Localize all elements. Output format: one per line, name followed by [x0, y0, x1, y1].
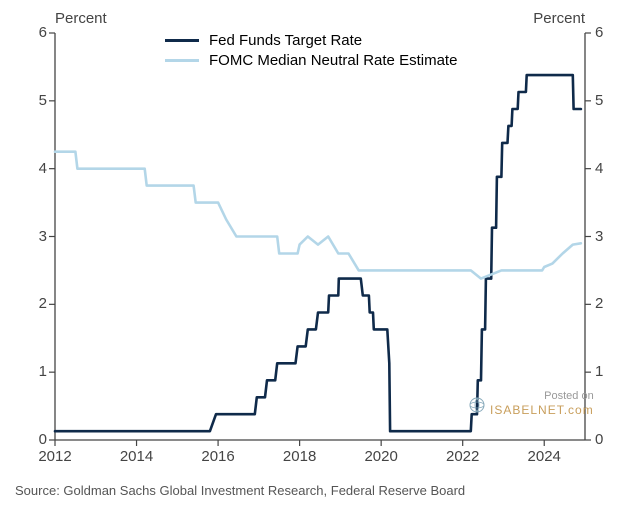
legend-swatch-1	[165, 59, 199, 62]
y-tick-right: 1	[595, 363, 635, 380]
watermark-site: ISABELNET.com	[490, 403, 594, 417]
legend-item-0: Fed Funds Target Rate	[165, 30, 457, 50]
source-text: Source: Goldman Sachs Global Investment …	[15, 483, 465, 498]
x-tick: 2020	[356, 448, 406, 465]
legend-label-1: FOMC Median Neutral Rate Estimate	[209, 52, 457, 69]
plot-area	[0, 0, 640, 510]
y-tick-right: 0	[595, 431, 635, 448]
y-tick-right: 3	[595, 228, 635, 245]
x-tick: 2024	[519, 448, 569, 465]
y-tick-left: 2	[7, 295, 47, 312]
y-tick-left: 5	[7, 92, 47, 109]
globe-icon	[468, 396, 486, 414]
y-tick-left: 1	[7, 363, 47, 380]
chart-container: Percent Percent 001122334455662012201420…	[0, 0, 640, 510]
y-tick-right: 5	[595, 92, 635, 109]
x-tick: 2018	[275, 448, 325, 465]
x-tick: 2012	[30, 448, 80, 465]
legend-swatch-0	[165, 39, 199, 42]
y-tick-right: 6	[595, 24, 635, 41]
series-0	[55, 75, 581, 431]
y-tick-left: 0	[7, 431, 47, 448]
watermark: Posted on ISABELNET.com	[490, 390, 594, 418]
legend-label-0: Fed Funds Target Rate	[209, 32, 362, 49]
legend: Fed Funds Target Rate FOMC Median Neutra…	[165, 30, 457, 70]
y-tick-right: 2	[595, 295, 635, 312]
watermark-posted: Posted on	[544, 390, 594, 402]
y-tick-left: 6	[7, 24, 47, 41]
x-tick: 2022	[438, 448, 488, 465]
x-tick: 2016	[193, 448, 243, 465]
x-tick: 2014	[112, 448, 162, 465]
y-tick-left: 4	[7, 160, 47, 177]
y-tick-right: 4	[595, 160, 635, 177]
legend-item-1: FOMC Median Neutral Rate Estimate	[165, 50, 457, 70]
y-tick-left: 3	[7, 228, 47, 245]
